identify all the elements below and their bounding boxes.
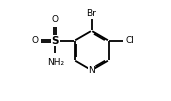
Text: NH₂: NH₂ <box>47 58 64 67</box>
Text: S: S <box>52 36 59 46</box>
Text: Cl: Cl <box>125 36 134 45</box>
Text: Br: Br <box>87 9 96 18</box>
Text: O: O <box>32 36 39 45</box>
Text: N: N <box>88 66 95 75</box>
Text: O: O <box>52 15 59 24</box>
